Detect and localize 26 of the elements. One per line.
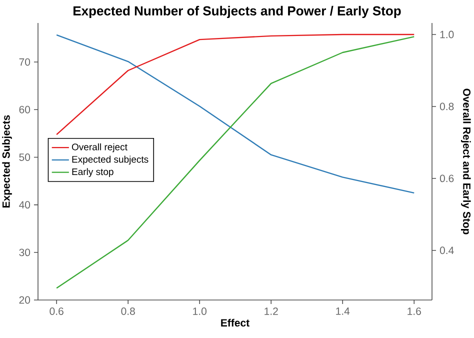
y-axis-title: Expected Subjects — [2, 115, 12, 208]
y2-axis-title: Overall Reject and Early Stop — [460, 88, 471, 234]
y-tick-label: 70 — [19, 58, 30, 66]
chart-title: Expected Number of Subjects and Power / Early Stop — [74, 6, 401, 18]
legend-label: Overall reject — [72, 143, 128, 152]
x-tick-label: 1.0 — [193, 308, 206, 315]
y-tick-label: 30 — [19, 248, 30, 256]
y2-tick-label: 0.4 — [440, 246, 454, 254]
legend-label: Expected subjects — [72, 156, 148, 165]
y-tick-label: 60 — [19, 106, 30, 114]
x-tick-label: 0.6 — [50, 308, 64, 315]
y-tick-label: 50 — [19, 154, 30, 161]
y2-tick-label: 0.6 — [440, 174, 454, 182]
y2-tick-label: 0.8 — [440, 102, 454, 110]
legend-label: Early stop — [72, 168, 114, 177]
line-series — [56, 34, 415, 194]
y-tick-label: 20 — [19, 296, 30, 304]
x-tick-label: 1.6 — [408, 308, 421, 315]
y2-tick-label: 1.0 — [440, 30, 454, 38]
x-tick-label: 1.2 — [264, 308, 278, 315]
x-tick-label: 0.8 — [121, 308, 135, 315]
line-series — [56, 36, 415, 289]
y-tick-label: 40 — [19, 201, 30, 209]
line-series — [56, 34, 415, 136]
x-axis-title: Effect — [221, 318, 250, 327]
x-tick-label: 1.4 — [336, 308, 350, 315]
